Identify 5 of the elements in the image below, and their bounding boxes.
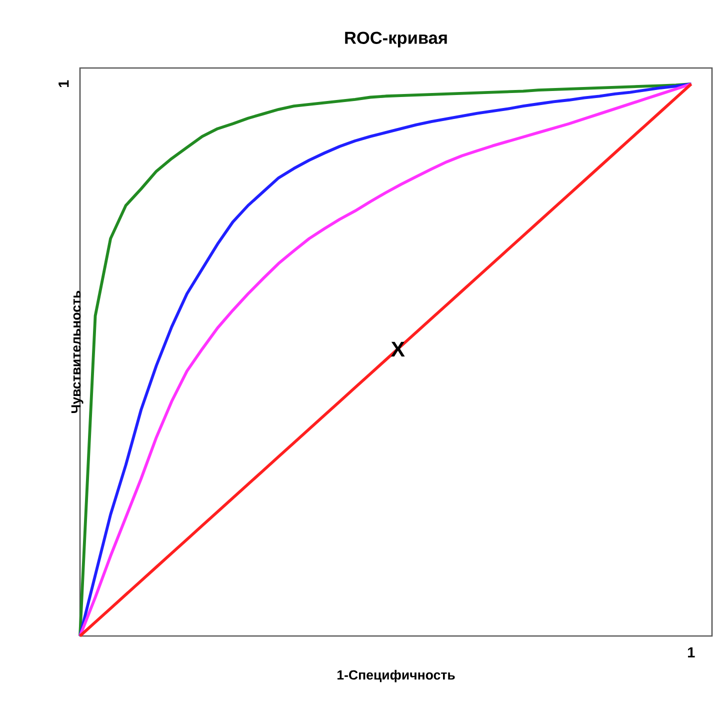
text: 1 bbox=[58, 80, 69, 88]
chart-title: ROC-кривая bbox=[345, 32, 447, 48]
y-axis-title: Чувствительность bbox=[71, 290, 84, 413]
text: 1 bbox=[688, 647, 695, 658]
x-axis-title: 1-Специфичность bbox=[338, 670, 455, 682]
